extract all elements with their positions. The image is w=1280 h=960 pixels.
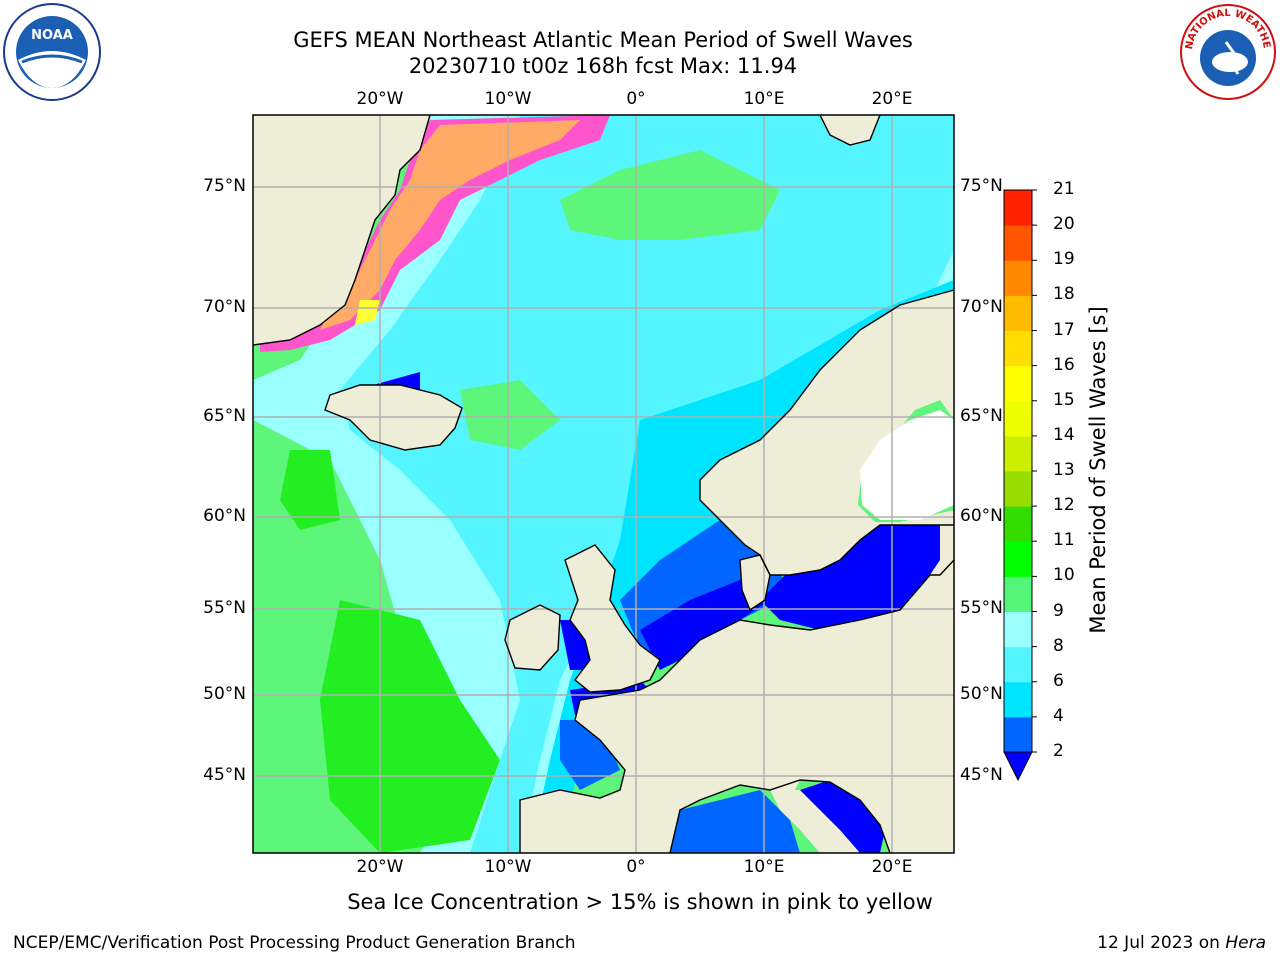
baltic-sea-dark-blue [760,525,940,630]
colorbar-tick-label: 19 [1053,249,1075,270]
lat-label-right-75: 75°N [960,176,1003,196]
colorbar-segment [1004,365,1032,402]
colorbar-tick-label: 14 [1053,424,1075,445]
colorbar-tick-label: 9 [1053,600,1064,621]
chart-title: GEFS MEAN Northeast Atlantic Mean Period… [293,28,913,52]
ocean-green-patch-north [560,150,780,240]
lon-label-top-10w: 10°W [484,89,532,109]
lat-label-right-45: 45°N [960,765,1003,785]
lat-label-right-55: 55°N [960,598,1003,618]
continental-europe-land [520,525,954,853]
colorbar-tick-label: 17 [1053,319,1075,340]
colorbar-tick-label: 13 [1053,460,1075,480]
map-frame [252,114,955,854]
colorbar-segment [1004,330,1032,367]
greenland-land [253,115,430,345]
colorbar-tick-label: 12 [1053,495,1075,516]
graticule [253,115,954,853]
ocean-bright-green-patch-1 [280,450,340,530]
map-area [253,115,954,853]
lat-label-left-55: 55°N [203,598,246,618]
sea-ice-caption: Sea Ice Concentration > 15% is shown in … [347,890,933,914]
north-sea-dark-blue [640,580,770,670]
ocean-bright-green-patch-2 [320,600,500,853]
lon-label-top-20w: 20°W [356,89,404,109]
colorbar-segment [1004,681,1032,718]
colorbar-tick-label: 18 [1053,284,1075,305]
lon-label-bottom-20e: 20°E [871,857,913,877]
colorbar-segment [1004,225,1032,261]
colorbar-tick-label: 4 [1053,705,1064,726]
colorbar-tick-label: 21 [1053,179,1075,199]
sweden-white-lakes [860,410,954,520]
footer-host: Hera [1225,933,1266,953]
chart-subtitle: 20230710 t00z 168h fcst Max: 11.94 [408,54,798,78]
svg-text:NOAA: NOAA [31,28,73,43]
lat-label-right-70: 70°N [960,297,1003,317]
lat-label-left-75: 75°N [203,176,246,196]
ocean-green-patch-mid [460,380,560,450]
colorbar-segment [1004,611,1032,648]
lon-label-bottom-0: 0° [626,857,646,877]
denmark-land [740,555,770,610]
noaa-logo: NOAA [2,2,102,106]
colorbar-segment [1004,435,1032,472]
colorbar-label: Mean Period of Swell Waves [s] [1086,306,1110,634]
lon-label-top-0: 0° [626,89,646,109]
lon-label-top-10e: 10°E [743,89,785,109]
footer-date: 12 Jul 2023 on Hera [1097,933,1266,953]
lon-label-bottom-10e: 10°E [743,857,785,877]
colorbar-tick-label: 11 [1053,530,1075,551]
sea-ice-orange [320,120,580,330]
colorbar-segment [1004,260,1032,296]
colorbar-tick-label: 8 [1053,635,1064,656]
footer-credit: NCEP/EMC/Verification Post Processing Pr… [13,933,576,953]
colorbar-tick-label: 2 [1053,741,1064,761]
italy-land [770,790,860,853]
lat-label-left-60: 60°N [203,506,246,526]
colorbar-tick-label: 16 [1053,354,1075,375]
sea-ice-yellow [355,300,380,325]
colorbar-tick-label: 15 [1053,389,1075,410]
colorbar-segment [1004,506,1032,542]
colorbar-segment [1004,716,1032,753]
colorbar-segment [1004,541,1032,577]
footer-date-text: 12 Jul 2023 on [1097,933,1226,953]
lat-label-left-65: 65°N [203,406,246,426]
lat-label-right-50: 50°N [960,684,1003,704]
lon-label-bottom-20w: 20°W [356,857,404,877]
lat-label-right-65: 65°N [960,406,1003,426]
lon-label-bottom-10w: 10°W [484,857,532,877]
colorbar [1003,189,1037,782]
colorbar-segment [1004,190,1032,226]
colorbar-tick-label: 20 [1053,214,1075,235]
lat-label-left-70: 70°N [203,297,246,317]
lat-label-left-50: 50°N [203,684,246,704]
coastlines [252,114,955,854]
colorbar-segment [1004,471,1032,507]
colorbar-tick-label: 6 [1053,670,1064,691]
lat-label-right-60: 60°N [960,506,1003,526]
med-blue [670,790,800,853]
colorbar-segment [1004,576,1032,612]
colorbar-segment [1004,400,1032,437]
nws-logo: NATIONAL WEATHER SERVICE [1174,0,1278,106]
ireland-land [505,605,560,670]
colorbar-tick-label: 10 [1053,565,1075,586]
lon-label-top-20e: 20°E [871,89,913,109]
colorbar-segment [1004,295,1032,331]
colorbar-segment [1004,646,1032,683]
colorbar-extend-arrow [1003,751,1033,782]
lat-label-left-45: 45°N [203,765,246,785]
